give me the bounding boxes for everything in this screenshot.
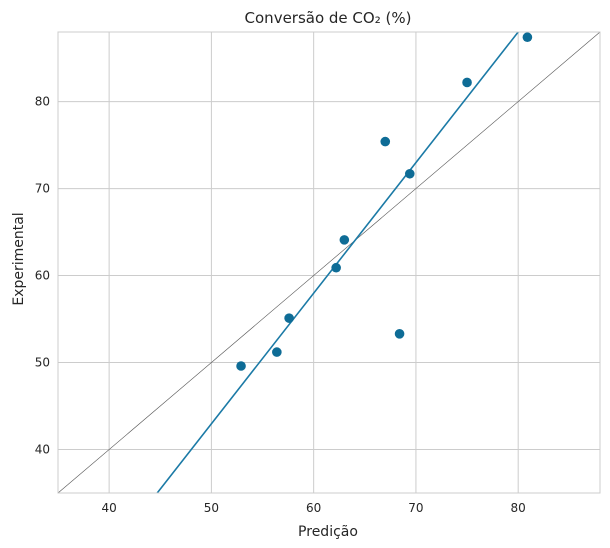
x-axis-label: Predição: [298, 524, 358, 540]
data-points: [236, 32, 533, 371]
plot-frame: [57, 31, 601, 494]
fit-line: [156, 31, 519, 494]
x-tick-label: 70: [408, 501, 423, 515]
x-tick-label: 60: [306, 501, 321, 515]
grid: [58, 32, 600, 493]
x-ticks: 40 50 60 70 80: [101, 501, 525, 515]
data-point: [380, 136, 391, 147]
chart-title: Conversão de CO₂ (%): [245, 9, 412, 27]
y-tick-label: 60: [35, 269, 50, 283]
data-point: [272, 347, 282, 357]
data-point: [339, 235, 350, 245]
data-point: [522, 32, 533, 43]
y-tick-label: 40: [35, 443, 50, 457]
x-tick-label: 50: [204, 501, 219, 515]
data-point: [462, 77, 472, 88]
x-tick-label: 80: [511, 501, 526, 515]
y-tick-label: 50: [35, 356, 50, 370]
data-point: [394, 329, 405, 339]
data-point: [404, 168, 415, 179]
y-tick-label: 80: [35, 95, 50, 109]
y-ticks: 40 50 60 70 80: [35, 95, 50, 457]
y-axis-label: Experimental: [11, 212, 27, 305]
data-point: [331, 262, 341, 273]
identity-line: [57, 31, 601, 494]
data-point: [284, 313, 294, 323]
y-tick-label: 70: [35, 182, 50, 196]
reference-lines: [57, 31, 601, 494]
x-tick-label: 40: [101, 501, 116, 515]
data-point: [236, 361, 246, 371]
